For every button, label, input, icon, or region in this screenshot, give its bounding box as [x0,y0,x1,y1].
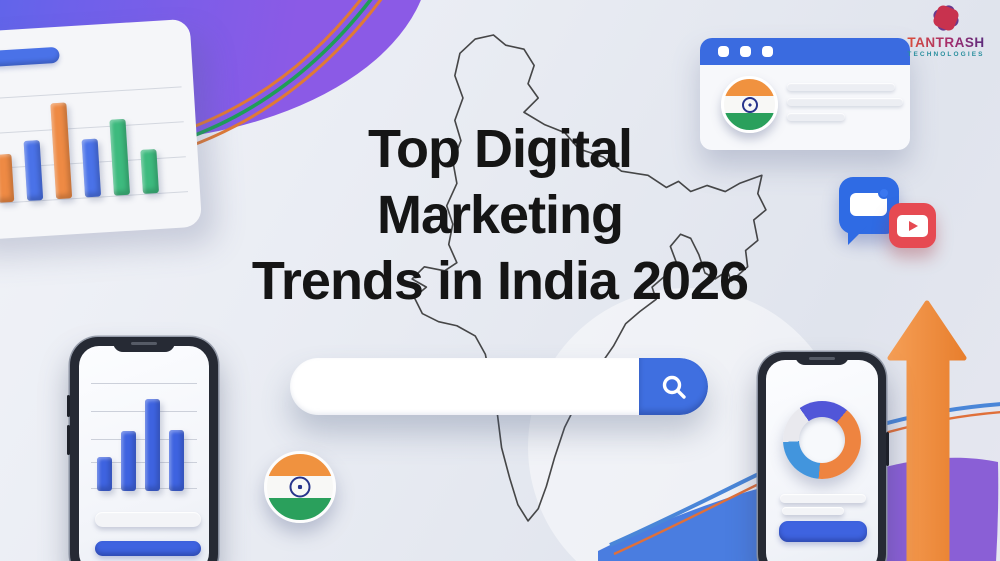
india-flag-circle [264,451,336,523]
brand-name: TANTRASH [898,35,994,50]
bar [169,430,184,491]
bar [121,431,136,491]
ashoka-chakra-icon [289,476,311,498]
volume-button [67,425,70,455]
ashoka-chakra-icon [741,96,758,113]
phone-notch [795,352,849,365]
window-dot [740,46,751,57]
text-placeholder-line [787,98,903,106]
search-button[interactable] [639,358,708,415]
youtube-play-shape [897,215,928,237]
india-map-outline [411,34,767,522]
youtube-icon [889,203,936,248]
page-title: Top Digital Marketing Trends in India 20… [0,116,1000,314]
browser-titlebar [700,38,910,65]
gridline [91,462,197,463]
phone-mockup-left [67,337,218,561]
text-placeholder-line [787,83,895,91]
brand-logo-icon [898,3,994,35]
gridline [91,488,197,489]
brand-logo: TANTRASH TECHNOLOGIES [898,3,994,58]
tricolor-arc-saffron-2 [187,0,383,149]
action-pill [95,541,201,556]
phone-donut-chart [783,401,861,479]
phone-screen [766,360,878,561]
gridline [91,411,197,412]
phone-bar-chart [97,399,184,491]
placeholder-pill [780,494,866,503]
chat-notification-dot [878,187,890,199]
title-line-2: Marketing [376,185,624,245]
window-dot [718,46,729,57]
card-header-pill [0,46,60,67]
brand-subtitle: TECHNOLOGIES [907,51,985,58]
volume-button [67,395,70,417]
bar [97,457,112,491]
india-flag-badge [721,76,778,133]
chat-message-shape [850,193,887,216]
placeholder-pill [95,512,201,527]
browser-text-placeholders [787,83,903,128]
tricolor-arc-saffron [181,0,363,133]
search-input[interactable] [290,358,639,415]
title-line-1: Top Digital [368,119,633,179]
search-bar[interactable] [290,358,708,415]
title-line-3: Trends in India 2026 [251,251,749,311]
tricolor-arc-green [184,0,373,141]
window-dot [762,46,773,57]
power-button [886,432,889,466]
phone-notch [113,337,175,352]
play-triangle-icon [909,221,918,231]
magnifier-icon [662,375,686,399]
text-placeholder-line [787,113,845,121]
blue-blob-decor [598,477,806,561]
phone-mockup-right [758,352,889,561]
placeholder-pill [782,507,844,515]
gridline [0,86,182,100]
gridline [91,383,197,384]
gridline [91,439,197,440]
phone-screen [79,346,209,561]
bar [145,399,160,491]
action-pill [779,521,867,542]
